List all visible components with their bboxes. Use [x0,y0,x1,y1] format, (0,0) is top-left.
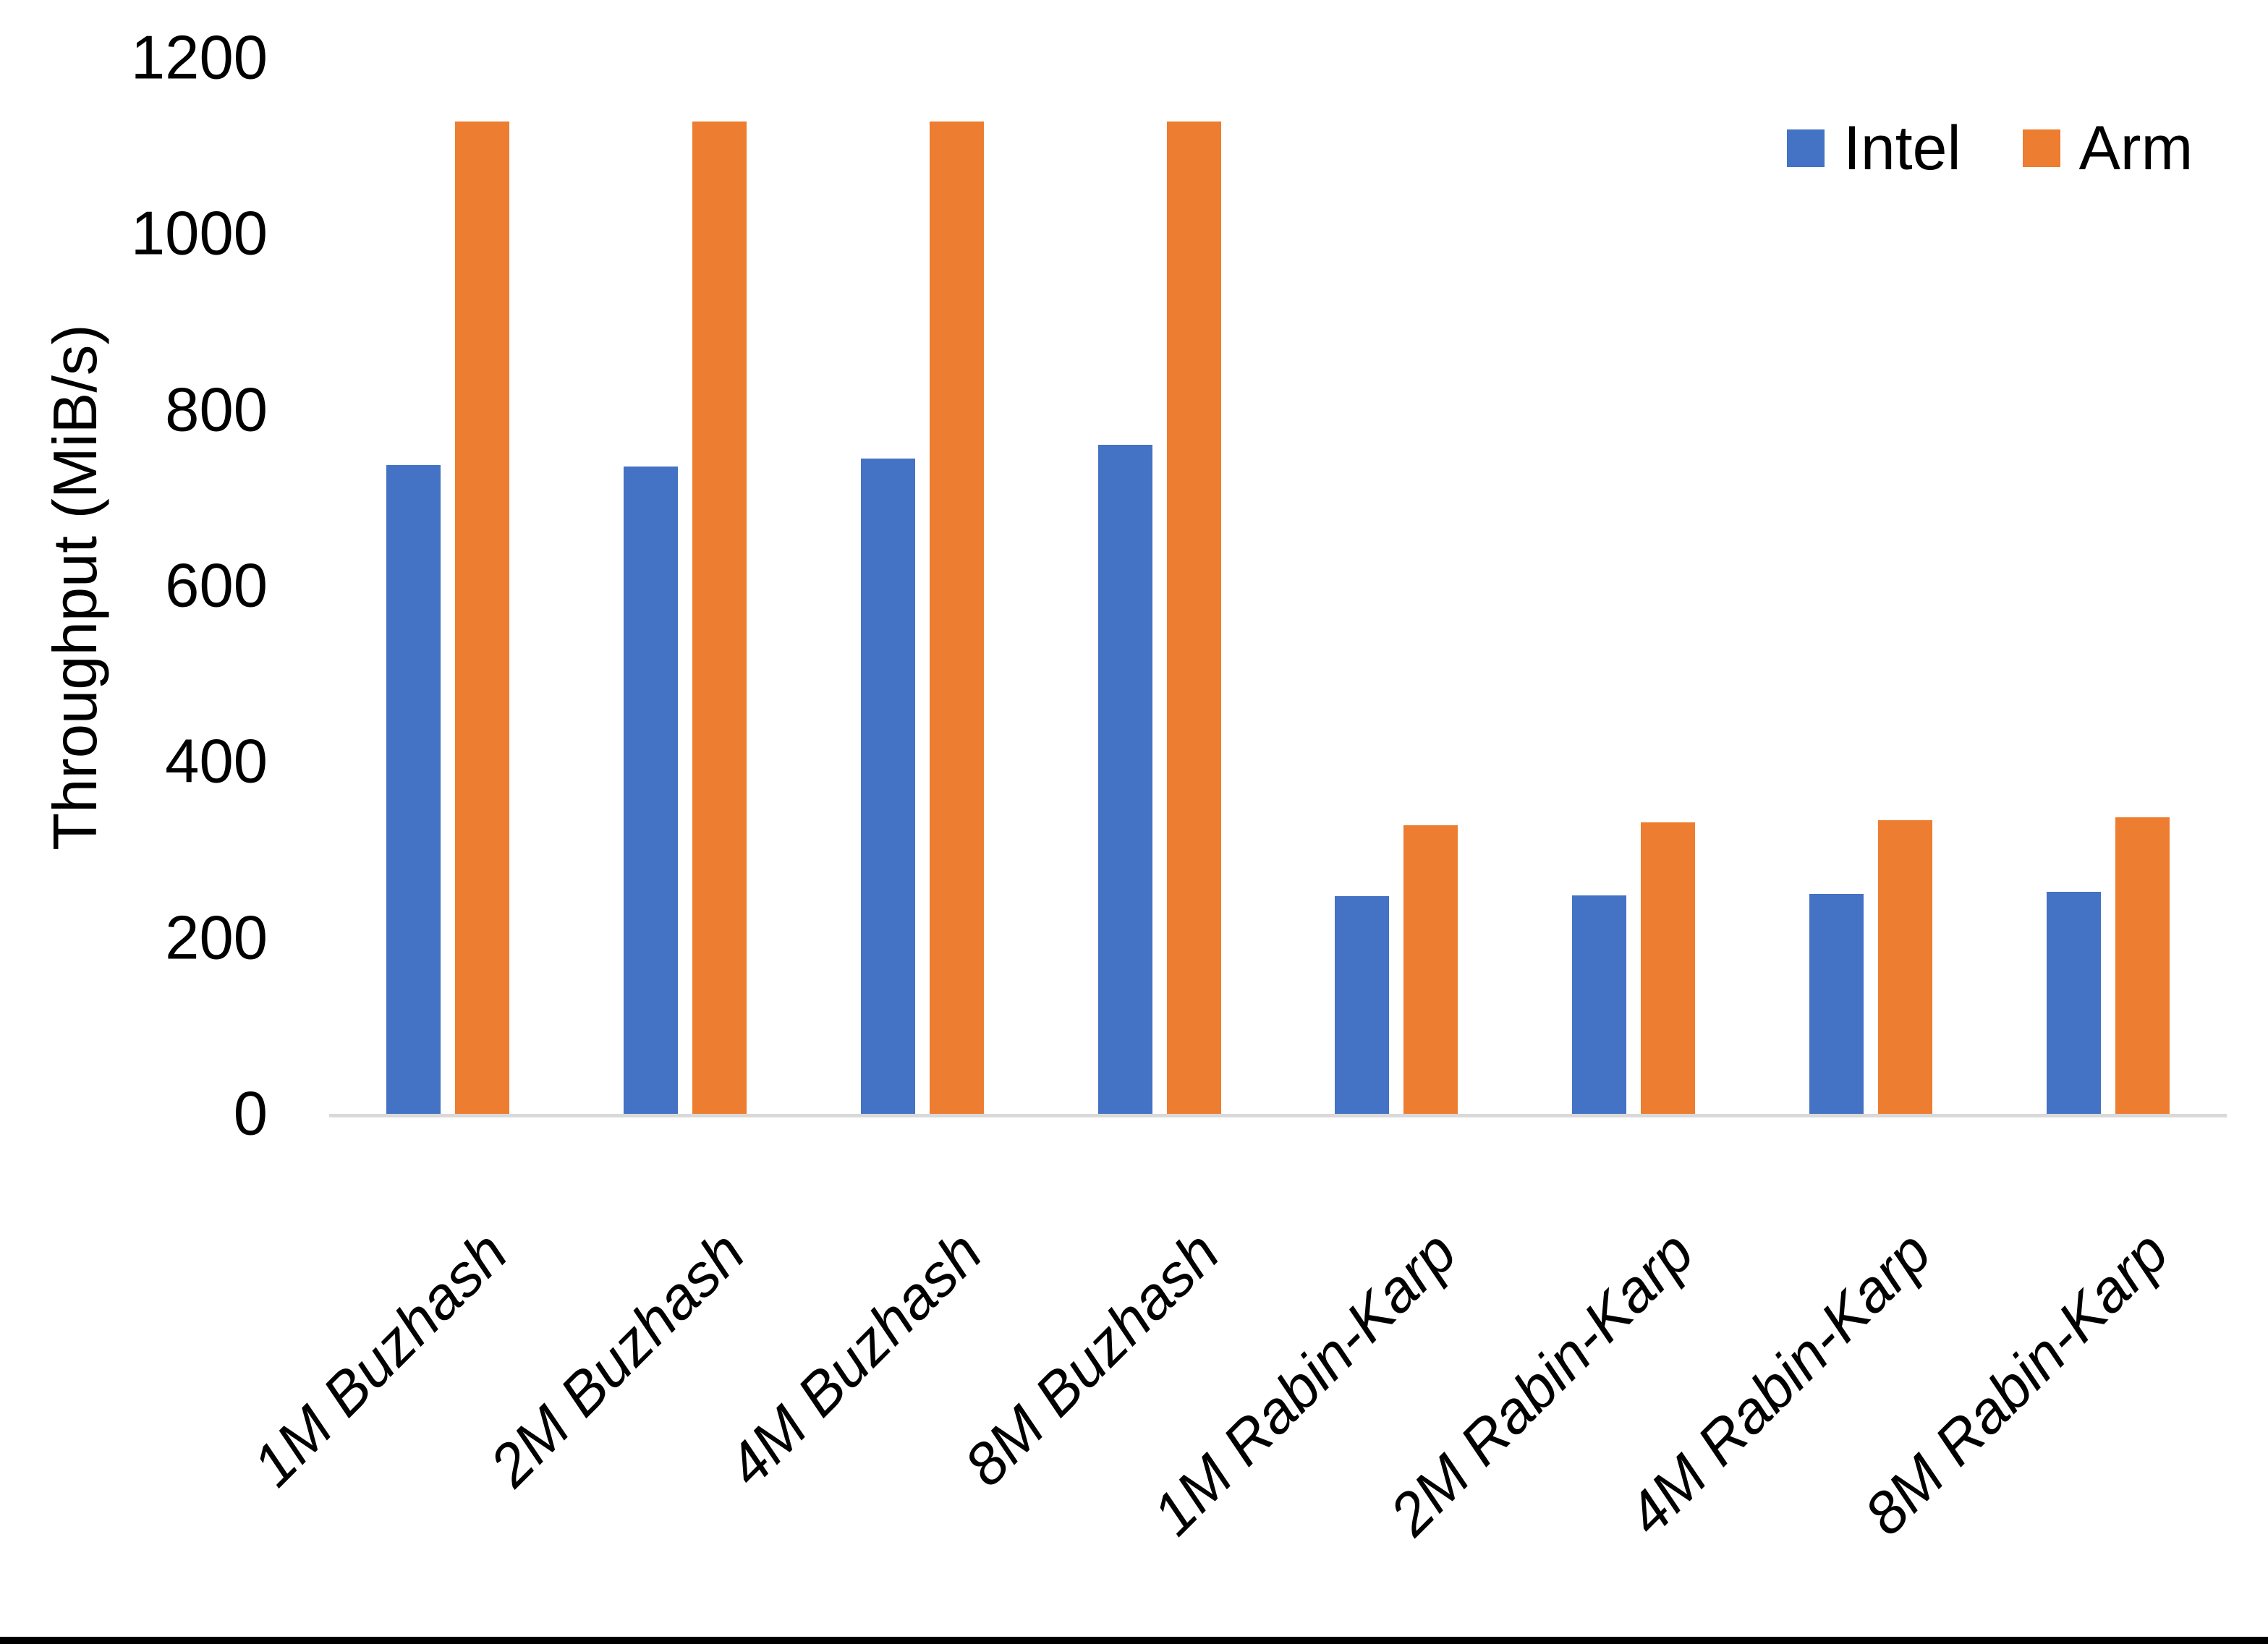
bar-arm-2m-buzhash [692,122,747,1114]
y-tick-label-0: 0 [233,1079,268,1149]
bar-arm-8m-rabin-karp [2115,817,2170,1114]
bar-intel-4m-buzhash [860,459,915,1114]
legend: Intel Arm [1787,117,2193,179]
bar-arm-2m-rabin-karp [1641,822,1696,1114]
legend-swatch-intel [1787,129,1825,167]
y-tick-label-600: 600 [165,551,268,621]
legend-label-arm: Arm [2078,114,2193,183]
x-axis-line [329,1114,2227,1117]
x-category-label-1m-buzhash: 1M Buzhash [240,1219,520,1499]
bar-intel-8m-buzhash [1097,445,1152,1114]
bar-intel-2m-buzhash [623,467,678,1114]
y-tick-label-800: 800 [165,375,268,445]
bar-intel-1m-rabin-karp [1335,896,1390,1114]
legend-swatch-arm [2022,129,2060,167]
bar-arm-4m-rabin-karp [1878,820,1933,1114]
x-category-label-2m-buzhash: 2M Buzhash [477,1219,757,1499]
legend-label-intel: Intel [1843,114,1961,183]
bottom-border-rule [0,1637,2268,1644]
bar-arm-1m-buzhash [454,122,509,1114]
bar-arm-1m-rabin-karp [1403,825,1458,1114]
x-category-label-4m-buzhash: 4M Buzhash [715,1219,995,1499]
y-tick-label-400: 400 [165,727,268,796]
bar-intel-8m-rabin-karp [2047,892,2102,1114]
bar-arm-4m-buzhash [929,122,984,1114]
bar-arm-8m-buzhash [1166,122,1221,1114]
y-tick-label-1000: 1000 [130,199,268,268]
y-tick-label-1200: 1200 [130,23,268,93]
bar-intel-2m-rabin-karp [1572,895,1627,1114]
bar-intel-4m-rabin-karp [1809,894,1864,1114]
y-tick-label-200: 200 [165,903,268,973]
bar-intel-1m-buzhash [386,465,441,1114]
